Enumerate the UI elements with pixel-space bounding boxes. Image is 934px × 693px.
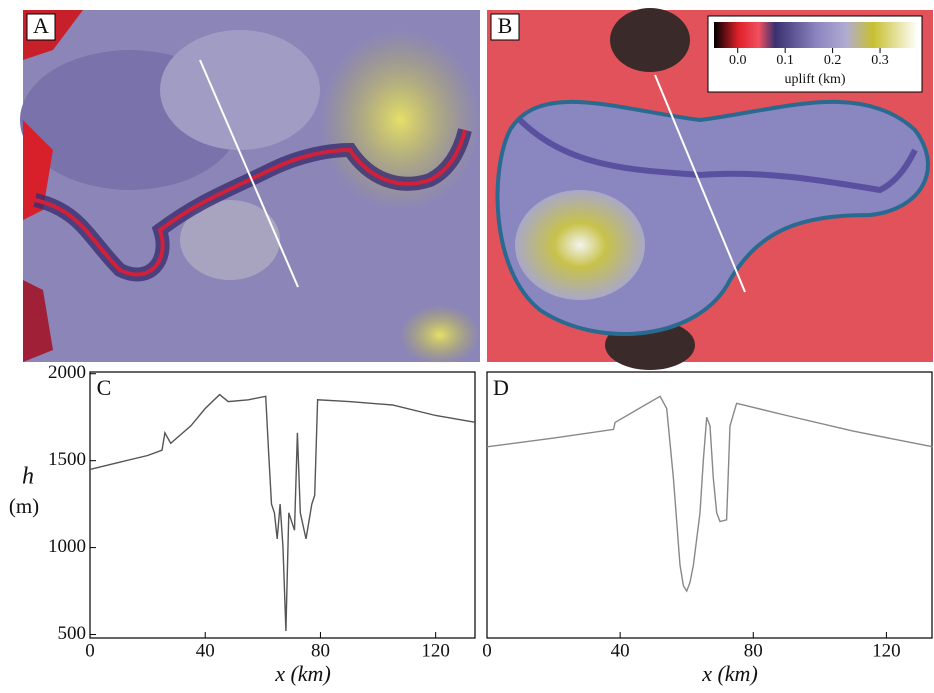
x-tick-label: 120: [872, 640, 901, 661]
panel-label: A: [33, 13, 49, 38]
map-b: B 0.0 0.1 0.2 0.3 uplift (km): [487, 8, 933, 370]
colorbar: [714, 22, 918, 48]
x-tick-label: 40: [611, 640, 630, 661]
x-tick-label: 80: [311, 640, 330, 661]
y-tick-label: 500: [58, 623, 87, 644]
x-axis-label: x (km): [701, 661, 758, 686]
y-axis-unit: (m): [9, 494, 39, 518]
colorbar-tick-label: 0.2: [824, 53, 842, 68]
colorbar-tick-label: 0.0: [729, 53, 747, 68]
colorbar-tick-label: 0.3: [871, 53, 889, 68]
map-a: A: [20, 10, 480, 365]
plot-frame: [89, 371, 476, 639]
colorbar-label: uplift (km): [784, 72, 845, 87]
colorbar-tick-label: 0.1: [776, 53, 794, 68]
panel-label: D: [493, 375, 509, 400]
panel-label: B: [498, 13, 513, 38]
x-tick-label: 120: [421, 640, 450, 661]
profile-line: [89, 393, 477, 632]
x-tick-label: 80: [744, 640, 763, 661]
x-tick-label: 0: [85, 640, 95, 661]
x-tick-label: 0: [482, 640, 492, 661]
y-axis-label: h: [22, 464, 34, 490]
x-tick-label: 40: [196, 640, 215, 661]
y-tick-label: 2000: [48, 362, 86, 383]
profile-line: [486, 395, 934, 593]
y-tick-label: 1500: [48, 449, 86, 470]
panel-label: C: [97, 375, 112, 400]
y-tick-label: 1000: [48, 536, 86, 557]
x-axis-label: x (km): [274, 661, 331, 686]
plot-frame: [486, 371, 933, 639]
